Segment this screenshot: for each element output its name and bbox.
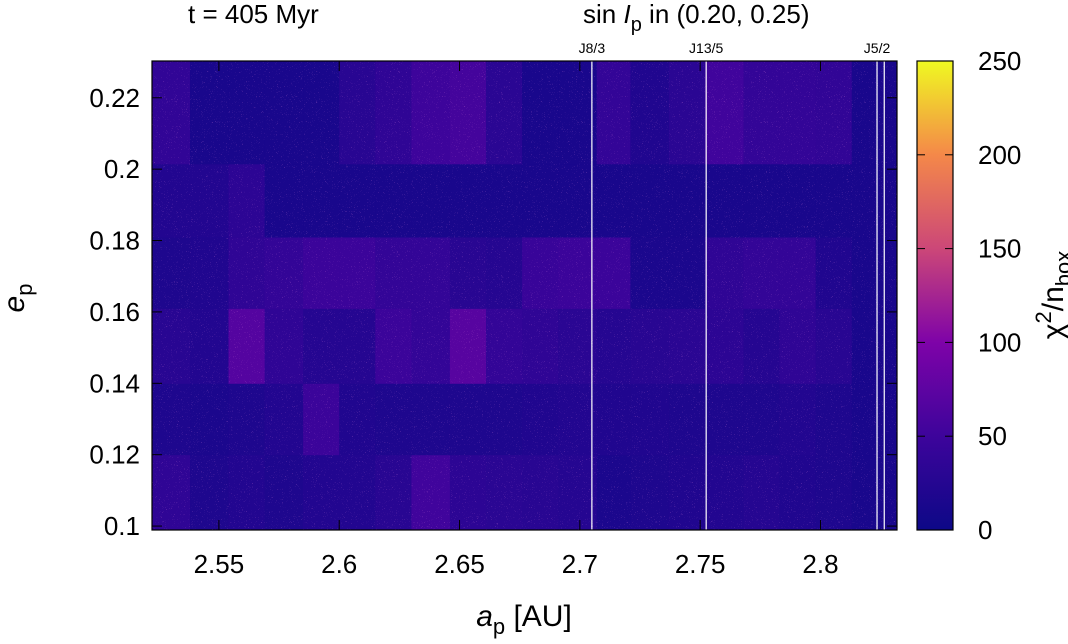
x-tick-label: 2.55 xyxy=(194,549,245,579)
y-tick-label: 0.22 xyxy=(89,83,140,113)
x-tick-label: 2.8 xyxy=(802,549,838,579)
resonance-label: J5/2 xyxy=(864,40,891,56)
colorbar-tick-label: 250 xyxy=(978,46,1021,76)
resonance-label: J13/5 xyxy=(689,40,723,56)
inclination-prefix: sin xyxy=(583,0,623,29)
x-tick-label: 2.7 xyxy=(562,549,598,579)
y-tick-label: 0.12 xyxy=(89,440,140,470)
colorbar-label: χ2/nbox xyxy=(1031,251,1068,340)
resonance-lines: J8/3 J13/5 J5/2 xyxy=(579,40,891,530)
y-tick-label: 0.14 xyxy=(89,368,140,398)
colorbar-tick-label: 50 xyxy=(978,421,1007,451)
inclination-sub: p xyxy=(631,14,642,36)
y-tick-label: 0.2 xyxy=(104,154,140,184)
y-tick-label: 0.16 xyxy=(89,297,140,327)
noise-overlay xyxy=(152,61,897,530)
x-axis-ticks: 2.55 2.6 2.65 2.7 2.75 2.8 xyxy=(194,61,839,579)
x-tick-label: 2.6 xyxy=(321,549,357,579)
y-axis-ticks: 0.1 0.12 0.14 0.16 0.18 0.2 0.22 xyxy=(89,83,897,541)
time-label: t = 405 Myr xyxy=(188,0,319,29)
plot-frame xyxy=(151,60,898,531)
inclination-label: sin Ip in (0.20, 0.25) xyxy=(583,0,809,36)
colorbar-tick-label: 150 xyxy=(978,234,1021,264)
x-tick-label: 2.75 xyxy=(675,549,726,579)
colorbar-ticks: 0 50 100 150 200 250 xyxy=(917,46,1021,545)
x-axis-label: ap [AU] xyxy=(476,600,572,639)
inclination-symbol: I xyxy=(623,0,630,29)
colorbar xyxy=(916,60,954,531)
y-tick-label: 0.18 xyxy=(89,226,140,256)
y-tick-label: 0.1 xyxy=(104,511,140,541)
resonance-label: J8/3 xyxy=(579,40,606,56)
colorbar-tick-label: 200 xyxy=(978,140,1021,170)
colorbar-tick-label: 100 xyxy=(978,327,1021,357)
y-axis-label: ep xyxy=(0,284,37,313)
colorbar-tick-label: 0 xyxy=(978,515,992,545)
inclination-suffix: in (0.20, 0.25) xyxy=(642,0,810,29)
x-tick-label: 2.65 xyxy=(434,549,485,579)
